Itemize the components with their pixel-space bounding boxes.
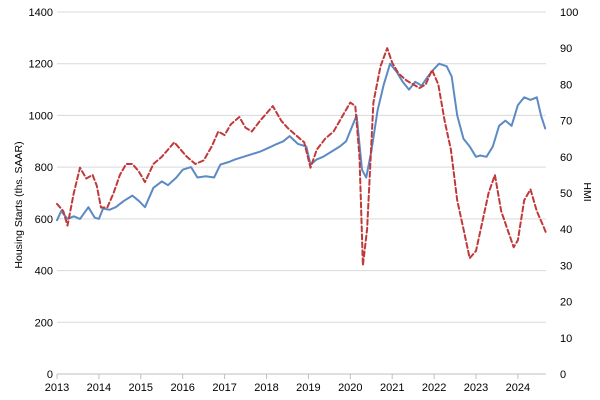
grid-layer	[57, 11, 546, 323]
y-right-tick-label: 20	[560, 297, 572, 309]
y-right-tick-label: 80	[560, 79, 572, 91]
y-right-tick-label: 0	[560, 369, 566, 381]
x-tick-label: 2022	[422, 382, 446, 394]
y-right-tick-label: 50	[560, 188, 572, 200]
y-left-tick-label: 1000	[29, 110, 53, 122]
y-right-tick-label: 70	[560, 116, 572, 128]
y-left-tick-label: 1200	[29, 59, 53, 71]
y-left-tick-label: 1400	[29, 7, 53, 19]
x-tick-label: 2019	[296, 382, 320, 394]
y-axis-left-title: Housing Starts (ths. SAAR)	[13, 141, 25, 268]
label-layer: 0 200 400 600 800 1000 1200 1400 0 10 20 30 40 50 60 70…	[29, 7, 579, 394]
series-line-right-axis	[56, 47, 547, 267]
y-axis-right-title: HMI	[581, 182, 593, 201]
x-tick-label: 2021	[380, 382, 404, 394]
y-right-tick-label: 60	[560, 152, 572, 164]
x-tick-label: 2016	[170, 382, 194, 394]
y-left-tick-label: 400	[35, 266, 53, 278]
y-left-tick-label: 800	[35, 162, 53, 174]
x-tick-label: 2013	[45, 382, 69, 394]
x-tick-label: 2014	[87, 382, 111, 394]
y-right-tick-label: 100	[560, 7, 578, 19]
x-tick-label: 2015	[129, 382, 153, 394]
x-tick-label: 2024	[506, 382, 530, 394]
series-layer	[56, 47, 547, 267]
x-tick-label: 2020	[338, 382, 362, 394]
y-right-tick-label: 90	[560, 43, 572, 55]
y-right-tick-label: 30	[560, 260, 572, 272]
y-left-tick-label: 600	[35, 214, 53, 226]
y-left-tick-label: 0	[47, 369, 53, 381]
series-line-left-axis	[56, 62, 547, 222]
x-tick-label: 2017	[212, 382, 236, 394]
y-left-tick-label: 200	[35, 317, 53, 329]
x-tick-label: 2023	[464, 382, 488, 394]
axis-layer	[56, 373, 546, 379]
y-right-tick-label: 40	[560, 224, 572, 236]
x-tick-label: 2018	[254, 382, 278, 394]
y-right-tick-label: 10	[560, 333, 572, 345]
